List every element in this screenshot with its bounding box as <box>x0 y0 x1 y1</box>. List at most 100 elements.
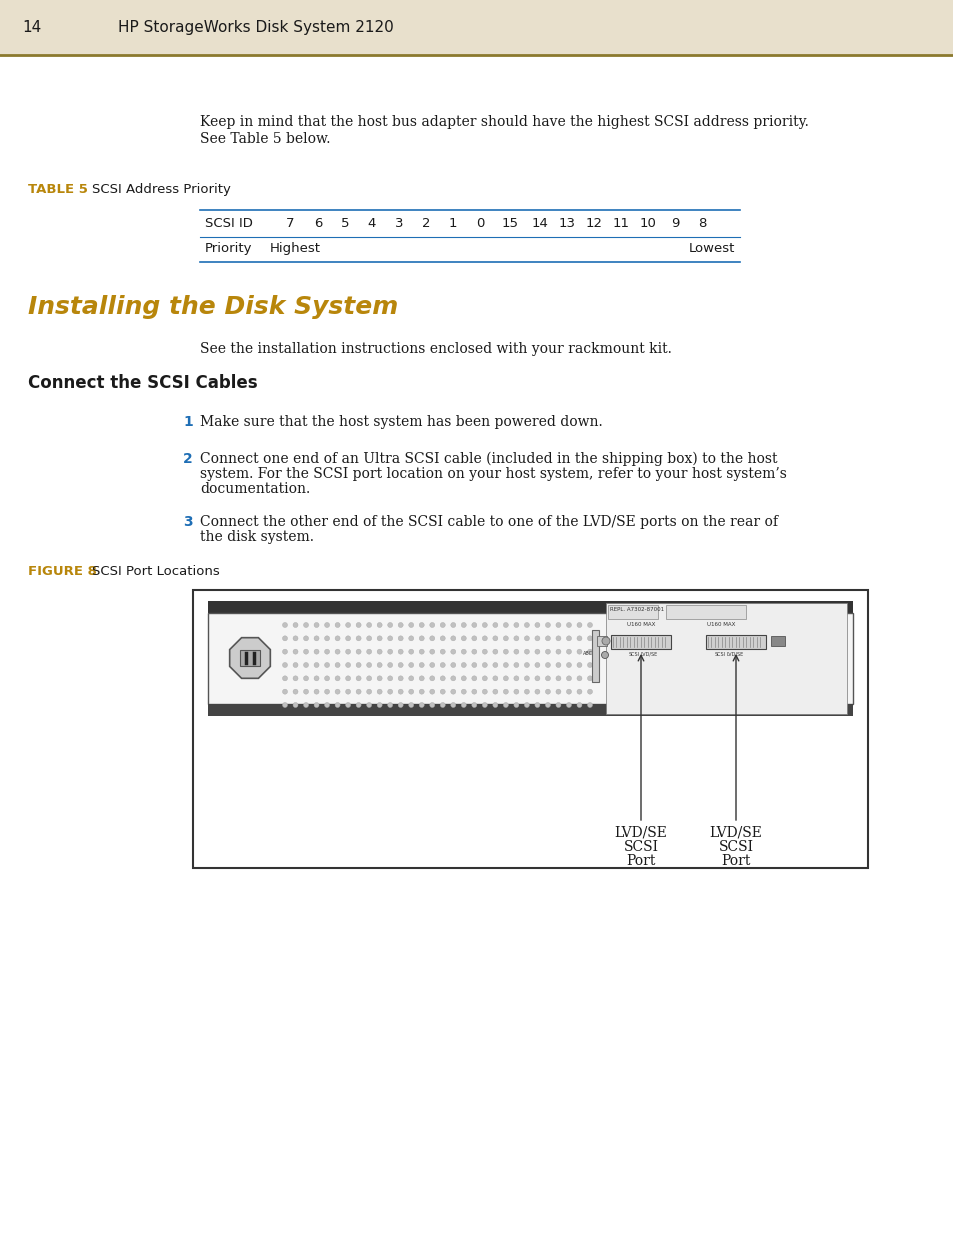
Circle shape <box>408 622 414 627</box>
Circle shape <box>345 662 351 667</box>
Circle shape <box>355 622 361 627</box>
Circle shape <box>408 703 414 708</box>
Circle shape <box>429 676 435 680</box>
Circle shape <box>524 622 529 627</box>
Circle shape <box>514 662 518 667</box>
Circle shape <box>524 689 529 694</box>
Circle shape <box>461 662 466 667</box>
Circle shape <box>482 622 487 627</box>
Circle shape <box>376 703 382 708</box>
Circle shape <box>408 689 414 694</box>
Text: Priority: Priority <box>205 242 253 254</box>
Circle shape <box>418 662 424 667</box>
Circle shape <box>524 636 529 641</box>
Circle shape <box>524 703 529 708</box>
Bar <box>592 630 598 682</box>
Circle shape <box>566 703 571 708</box>
Bar <box>665 605 745 619</box>
Circle shape <box>355 689 361 694</box>
Circle shape <box>472 662 476 667</box>
Circle shape <box>418 689 424 694</box>
Text: Lowest: Lowest <box>688 242 734 254</box>
Circle shape <box>293 662 297 667</box>
Circle shape <box>482 636 487 641</box>
Circle shape <box>418 676 424 680</box>
Circle shape <box>345 703 351 708</box>
Text: 15: 15 <box>501 217 518 230</box>
Circle shape <box>314 703 318 708</box>
Circle shape <box>324 662 329 667</box>
Text: Make sure that the host system has been powered down.: Make sure that the host system has been … <box>200 415 602 429</box>
Circle shape <box>366 689 372 694</box>
Circle shape <box>387 703 393 708</box>
Circle shape <box>482 650 487 655</box>
Circle shape <box>587 636 592 641</box>
Text: Connect one end of an Ultra SCSI cable (included in the shipping box) to the hos: Connect one end of an Ultra SCSI cable (… <box>200 452 777 467</box>
Circle shape <box>429 703 435 708</box>
Circle shape <box>345 636 351 641</box>
Text: Keep in mind that the host bus adapter should have the highest SCSI address prio: Keep in mind that the host bus adapter s… <box>200 115 808 128</box>
Circle shape <box>451 662 456 667</box>
Circle shape <box>387 650 393 655</box>
Text: system. For the SCSI port location on your host system, refer to your host syste: system. For the SCSI port location on yo… <box>200 467 786 480</box>
Circle shape <box>451 689 456 694</box>
Circle shape <box>503 689 508 694</box>
Circle shape <box>429 622 435 627</box>
Text: Connect the SCSI Cables: Connect the SCSI Cables <box>28 374 257 391</box>
Circle shape <box>587 622 592 627</box>
Circle shape <box>461 650 466 655</box>
Circle shape <box>451 636 456 641</box>
Circle shape <box>545 636 550 641</box>
Circle shape <box>601 637 609 645</box>
Text: 2: 2 <box>421 217 430 230</box>
Circle shape <box>451 703 456 708</box>
Circle shape <box>514 650 518 655</box>
Circle shape <box>524 662 529 667</box>
Circle shape <box>556 662 560 667</box>
Circle shape <box>503 676 508 680</box>
Circle shape <box>535 689 539 694</box>
Text: SCSI: SCSI <box>628 652 639 657</box>
Circle shape <box>566 636 571 641</box>
Bar <box>770 636 784 646</box>
Text: 1: 1 <box>448 217 456 230</box>
Circle shape <box>566 689 571 694</box>
Circle shape <box>493 703 497 708</box>
Text: SCSI Port Locations: SCSI Port Locations <box>91 564 219 578</box>
Circle shape <box>577 703 581 708</box>
Circle shape <box>355 676 361 680</box>
Text: Port: Port <box>720 853 750 868</box>
Circle shape <box>293 636 297 641</box>
Circle shape <box>566 650 571 655</box>
Circle shape <box>587 703 592 708</box>
Circle shape <box>376 622 382 627</box>
Text: FIGURE 8: FIGURE 8 <box>28 564 97 578</box>
Text: 13: 13 <box>558 217 575 230</box>
Circle shape <box>472 689 476 694</box>
Circle shape <box>535 636 539 641</box>
Circle shape <box>514 676 518 680</box>
Circle shape <box>387 662 393 667</box>
Circle shape <box>355 703 361 708</box>
Circle shape <box>293 622 297 627</box>
Circle shape <box>418 703 424 708</box>
Bar <box>193 590 867 868</box>
Circle shape <box>566 662 571 667</box>
Circle shape <box>577 676 581 680</box>
Circle shape <box>293 676 297 680</box>
Circle shape <box>324 650 329 655</box>
Circle shape <box>587 650 592 655</box>
Circle shape <box>461 689 466 694</box>
Text: Highest: Highest <box>270 242 320 254</box>
Circle shape <box>355 650 361 655</box>
Circle shape <box>472 622 476 627</box>
Circle shape <box>601 652 608 658</box>
Circle shape <box>314 650 318 655</box>
Circle shape <box>408 650 414 655</box>
Circle shape <box>451 676 456 680</box>
Text: 7: 7 <box>286 217 294 230</box>
Circle shape <box>324 676 329 680</box>
Text: HP StorageWorks Disk System 2120: HP StorageWorks Disk System 2120 <box>118 20 394 35</box>
Circle shape <box>577 662 581 667</box>
Circle shape <box>493 636 497 641</box>
